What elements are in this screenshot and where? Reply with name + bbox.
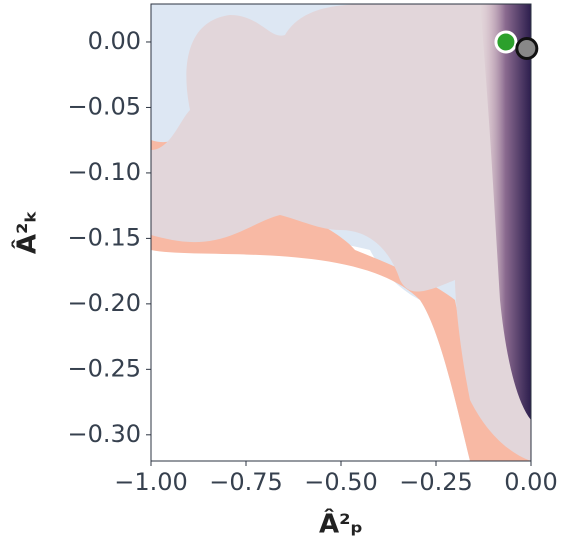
y-axis-label: Â²ₖ xyxy=(11,210,43,254)
y-tick-label: −0.15 xyxy=(67,223,141,251)
density-pink xyxy=(151,4,531,461)
density-dark xyxy=(480,4,531,420)
x-tick-label: −1.00 xyxy=(114,468,188,496)
x-tick-label: −0.75 xyxy=(209,468,283,496)
x-tick-label: −0.25 xyxy=(399,468,473,496)
y-tick-label: −0.10 xyxy=(67,158,141,186)
y-tick-label: −0.30 xyxy=(67,420,141,448)
x-tick-label: 0.00 xyxy=(504,468,557,496)
density xyxy=(151,4,531,461)
x-axis-label: Â²ₚ xyxy=(319,508,363,540)
y-tick-label: 0.00 xyxy=(88,27,141,55)
y-tick-label: −0.05 xyxy=(67,92,141,120)
point xyxy=(494,30,518,54)
x-tick-label: −0.50 xyxy=(304,468,378,496)
point xyxy=(515,37,539,61)
y-tick-label: −0.20 xyxy=(67,289,141,317)
y-tick-label: −0.25 xyxy=(67,354,141,382)
